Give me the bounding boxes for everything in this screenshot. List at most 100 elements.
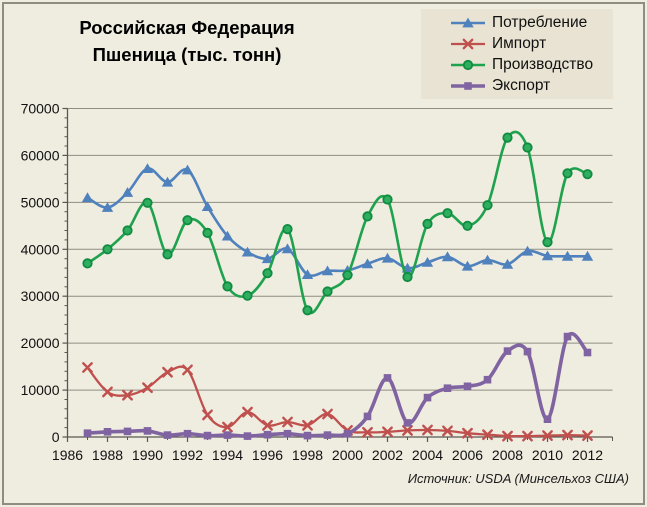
export-marker-icon (323, 431, 332, 439)
import-marker-icon (402, 425, 413, 436)
export-marker-icon (343, 429, 352, 438)
export-marker-icon (83, 429, 92, 437)
x-tick-label: 1992 (172, 447, 203, 463)
consumption-marker-icon (361, 258, 374, 269)
export-marker-icon (463, 382, 472, 391)
import-marker-icon (282, 416, 293, 428)
x-tick-label: 2002 (372, 447, 403, 463)
import-marker-icon (362, 426, 373, 438)
y-tick-label: 30000 (21, 288, 60, 304)
production-marker-icon (122, 225, 133, 236)
production-marker-icon (202, 227, 213, 238)
consumption-marker-icon (201, 201, 214, 211)
legend-label-production: Производство (492, 55, 594, 73)
series-import (82, 362, 593, 442)
export-marker-icon (483, 375, 492, 384)
production-marker-icon (82, 258, 93, 269)
x-tick-label: 2000 (332, 447, 363, 463)
import-marker-icon (122, 389, 133, 401)
production-marker-icon (422, 218, 433, 229)
legend-item-production: Производство (449, 54, 613, 75)
import-marker-icon (542, 430, 553, 441)
y-tick-label: 70000 (21, 101, 60, 117)
legend-label-consumption: Потребление (492, 13, 588, 31)
export-marker-icon (383, 374, 392, 382)
import-legend-marker-icon (451, 38, 485, 49)
series-production (82, 130, 593, 316)
export-marker-icon (403, 419, 412, 427)
production-marker-icon (302, 305, 313, 316)
y-tick-label: 50000 (21, 194, 60, 210)
chart-title-line2: Пшеница (тыс. тонн) (92, 44, 282, 65)
import-marker-icon (302, 419, 313, 431)
export-marker-icon (363, 412, 372, 421)
import-marker-icon (182, 364, 193, 376)
import-marker-icon (262, 419, 273, 431)
export-marker-icon (203, 431, 212, 440)
export-marker-icon (443, 384, 452, 392)
import-marker-icon (382, 426, 393, 438)
x-tick-label: 2004 (412, 447, 443, 463)
import-marker-icon (582, 430, 593, 441)
export-legend-marker-icon (451, 81, 485, 90)
consumption-marker-icon (101, 202, 114, 212)
x-tick-label: 2012 (572, 447, 603, 463)
x-tick-label: 2010 (532, 447, 563, 463)
production-marker-icon (102, 244, 113, 255)
chart-title: Российская Федерация Пшеница (тыс. тонн) (62, 14, 312, 68)
import-marker-icon (422, 424, 433, 436)
import-marker-icon (562, 429, 573, 441)
consumption-marker-icon (461, 260, 474, 271)
x-tick-label: 1988 (92, 447, 123, 463)
export-marker-icon (103, 428, 112, 436)
x-tick-label: 1990 (132, 447, 163, 463)
production-marker-icon (582, 169, 593, 180)
import-marker-icon (322, 408, 333, 420)
chart-title-line1: Российская Федерация (79, 17, 295, 38)
consumption-marker-icon (581, 250, 594, 261)
import-marker-icon (462, 427, 473, 439)
production-marker-icon (362, 211, 373, 222)
consumption-marker-icon (521, 245, 534, 256)
consumption-marker-icon (501, 258, 514, 269)
production-marker-icon (242, 290, 253, 301)
legend-item-import: Импорт (449, 33, 613, 54)
export-marker-icon (303, 431, 312, 440)
export-marker-icon (123, 427, 132, 436)
x-tick-label: 2006 (452, 447, 483, 463)
export-marker-icon (243, 432, 252, 440)
y-tick-label: 40000 (21, 241, 60, 257)
consumption-marker-icon (462, 17, 474, 27)
production-marker-icon (482, 200, 493, 211)
production-marker-icon (262, 268, 273, 279)
import-marker-icon (242, 406, 253, 418)
consumption-marker-icon (421, 257, 434, 267)
export-marker-icon (523, 347, 532, 356)
production-marker-icon (142, 197, 153, 208)
consumption-marker-icon (161, 176, 174, 187)
x-tick-label: 1998 (292, 447, 323, 463)
x-tick-label: 1986 (52, 447, 83, 463)
production-marker-icon (162, 249, 173, 260)
series-line-consumption (86, 167, 589, 277)
export-marker-icon (263, 430, 272, 439)
production-marker-icon (382, 194, 393, 205)
legend-label-export: Экспорт (492, 76, 551, 94)
series-export (83, 332, 592, 440)
import-marker-icon (222, 421, 233, 433)
legend-item-export: Экспорт (449, 75, 613, 96)
y-tick-label: 0 (52, 429, 60, 445)
import-marker-icon (142, 382, 153, 394)
import-marker-icon (482, 429, 493, 441)
production-marker-icon (182, 215, 193, 226)
production-marker-icon (462, 220, 473, 231)
consumption-marker-icon (441, 251, 454, 262)
import-marker-icon (102, 386, 113, 398)
import-marker-icon (462, 38, 474, 49)
export-marker-icon (183, 429, 192, 438)
y-tick-label: 60000 (21, 147, 60, 163)
consumption-legend-marker-icon (451, 17, 485, 27)
source-note: Источник: USDA (Минсельхоз США) (407, 471, 629, 486)
series-line-production (86, 130, 589, 315)
